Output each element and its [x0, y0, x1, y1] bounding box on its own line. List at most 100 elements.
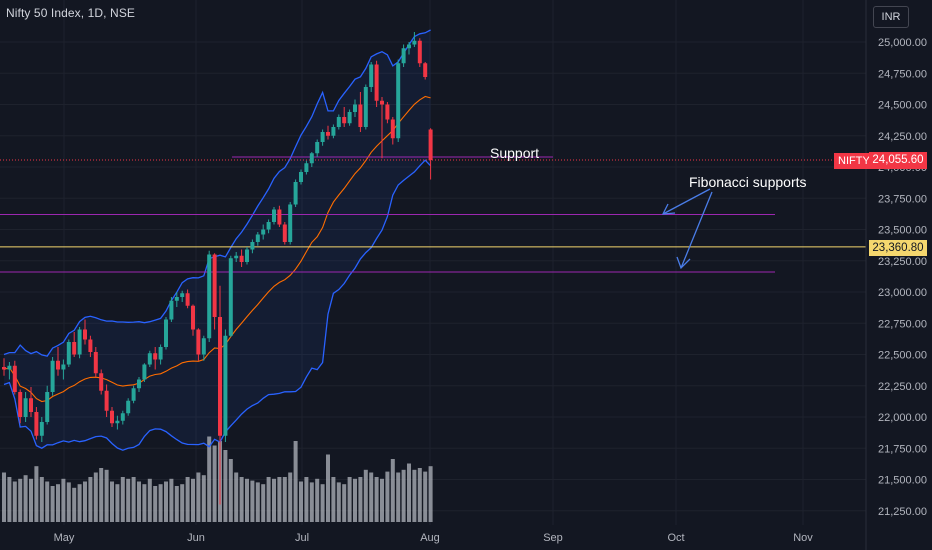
- volume-bar: [12, 481, 17, 522]
- price-tick: 23,750.00: [878, 193, 927, 205]
- candle-body: [250, 242, 255, 250]
- volume-bar: [293, 441, 298, 522]
- candle-body: [412, 40, 417, 45]
- candle-body: [234, 255, 239, 259]
- currency-button[interactable]: INR: [873, 6, 909, 28]
- grid-lines: [0, 0, 866, 525]
- chart-title: Nifty 50 Index, 1D, NSE: [6, 6, 136, 20]
- volume-bar: [29, 478, 33, 522]
- volume-bar: [272, 478, 276, 522]
- candle-body: [137, 379, 141, 389]
- price-tick: 22,250.00: [878, 381, 927, 393]
- volume-bar: [380, 478, 384, 522]
- volume-bar: [309, 482, 314, 522]
- candle-body: [72, 342, 77, 355]
- volume-bar: [228, 459, 233, 522]
- volume-bar: [407, 463, 411, 522]
- volume-bar: [88, 477, 93, 522]
- volume-bar: [412, 469, 417, 522]
- volume-bar: [201, 475, 206, 522]
- candle-body: [358, 104, 363, 127]
- candle-body: [331, 127, 336, 136]
- volume-bar: [7, 477, 12, 522]
- price-tick: 23,500.00: [878, 225, 927, 237]
- candle-body: [347, 112, 352, 124]
- volume-bar: [255, 482, 260, 522]
- volume-bar: [401, 469, 406, 522]
- candle-body: [228, 258, 233, 336]
- volume-bar: [185, 477, 190, 522]
- candle-body: [326, 132, 330, 136]
- candle-body: [245, 249, 249, 262]
- candle-body: [293, 182, 298, 205]
- candle-body: [77, 329, 82, 355]
- arrow-head: [676, 256, 691, 270]
- candle-body: [201, 338, 206, 355]
- candle-body: [126, 400, 131, 414]
- candle-body: [309, 153, 314, 164]
- candle-body: [282, 224, 287, 242]
- volume-bar: [207, 436, 212, 522]
- candle-body: [374, 64, 379, 101]
- candle-body: [83, 329, 87, 340]
- volume-bar: [137, 481, 141, 522]
- candle-body: [266, 222, 271, 230]
- volume-bar: [23, 475, 28, 522]
- volume-bar: [277, 477, 282, 522]
- time-tick: Jul: [295, 532, 309, 544]
- price-tick: 22,000.00: [878, 412, 927, 424]
- candle-body: [342, 117, 347, 124]
- price-tick: 21,500.00: [878, 475, 927, 487]
- volume-bar: [50, 486, 55, 522]
- volume-bar: [417, 468, 422, 522]
- candle-body: [174, 297, 179, 301]
- price-tick: 24,250.00: [878, 131, 927, 143]
- candle-body: [423, 63, 428, 77]
- candle-body: [315, 142, 320, 154]
- candle-body: [304, 163, 309, 172]
- volume-bar: [374, 477, 379, 522]
- volume-bar: [315, 478, 320, 522]
- volume-bar: [428, 466, 433, 522]
- candle-body: [385, 104, 390, 120]
- volume-bar: [72, 487, 77, 522]
- volume-bar: [326, 454, 330, 522]
- price-tick: 21,250.00: [878, 506, 927, 518]
- time-tick: Aug: [420, 532, 440, 544]
- volume-bar: [196, 472, 201, 522]
- volume-bar: [115, 484, 120, 522]
- volume-bar: [336, 482, 341, 522]
- candle-body: [99, 373, 104, 391]
- candle-body: [110, 410, 114, 424]
- volume-bar: [39, 477, 44, 522]
- volume-bar: [174, 486, 179, 522]
- candle-body: [196, 329, 201, 355]
- volume-bar: [126, 478, 131, 522]
- price-tick: 23,000.00: [878, 287, 927, 299]
- volume-bar: [261, 484, 266, 522]
- candle-body: [18, 392, 23, 417]
- candle-body: [380, 100, 384, 105]
- time-tick: Oct: [667, 532, 684, 544]
- candle-body: [396, 63, 401, 139]
- price-tick: 23,250.00: [878, 256, 927, 268]
- volume-bar: [153, 486, 158, 522]
- arrow-line: [662, 188, 711, 215]
- candle-body: [131, 388, 136, 401]
- volume-bar: [282, 477, 287, 522]
- volume-bar: [169, 478, 174, 522]
- candle-body: [185, 293, 190, 306]
- candle-body: [353, 104, 357, 112]
- volume-bar: [363, 469, 368, 522]
- volume-bar: [304, 477, 309, 522]
- volume-bar: [369, 472, 374, 522]
- candle-body: [50, 360, 55, 392]
- volume-bar: [342, 484, 347, 522]
- volume-bar: [83, 481, 87, 522]
- volume-bar: [158, 484, 163, 522]
- volume-bar: [147, 478, 152, 522]
- time-axis[interactable]: May Jun Jul Aug Sep Oct Nov: [54, 532, 814, 544]
- level-price-badge: 23,360.80: [869, 240, 927, 256]
- fibonacci-label: Fibonacci supports: [689, 174, 807, 190]
